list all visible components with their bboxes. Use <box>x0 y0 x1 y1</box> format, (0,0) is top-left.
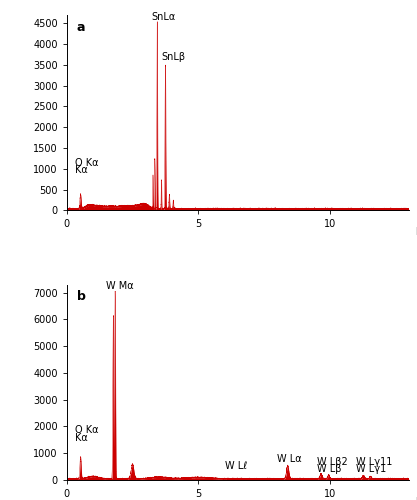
Text: W Lβ2: W Lβ2 <box>317 457 347 467</box>
Text: W Lβ: W Lβ <box>317 464 341 474</box>
Text: SnLβ: SnLβ <box>161 52 186 62</box>
Text: W Lγ1: W Lγ1 <box>356 464 386 474</box>
Text: W Lγ11: W Lγ11 <box>356 457 392 467</box>
Text: keV: keV <box>416 227 417 237</box>
Text: O Kα: O Kα <box>75 424 98 434</box>
Text: Kα: Kα <box>75 433 87 443</box>
Text: W Mα: W Mα <box>106 282 134 292</box>
Text: keV: keV <box>416 496 417 500</box>
Text: W Lℓ: W Lℓ <box>224 460 247 470</box>
Text: b: b <box>77 290 86 304</box>
Text: O Kα: O Kα <box>75 158 98 168</box>
Text: SnLα: SnLα <box>151 12 175 22</box>
Text: a: a <box>77 21 85 34</box>
Text: W Lα: W Lα <box>277 454 302 464</box>
Text: Kα: Kα <box>75 166 87 175</box>
